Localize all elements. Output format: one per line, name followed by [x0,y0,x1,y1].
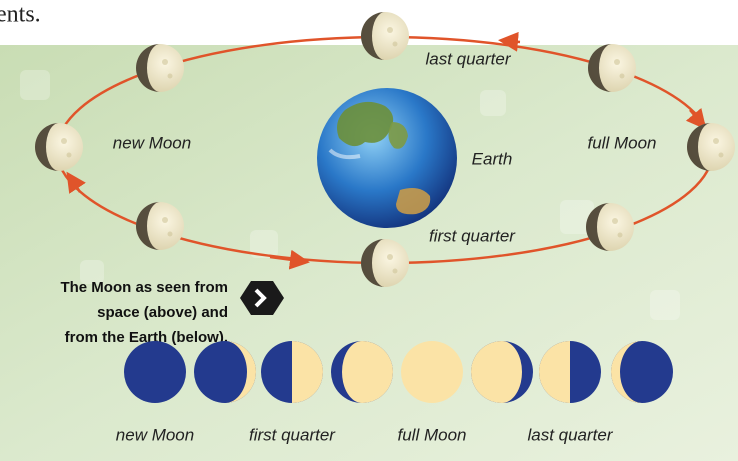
phase-label: first quarter [249,425,336,444]
caption-line: The Moon as seen from [60,279,228,296]
orbit-label: last quarter [425,49,511,68]
caption-line: space (above) and [97,304,228,321]
phase-label: full Moon [398,425,467,444]
text-fragment: ents. [0,2,41,28]
diagram: ents. last quarter new Moon Earth full M… [0,0,738,461]
phase-label: last quarter [527,425,613,444]
orbit-label: full Moon [588,133,657,152]
earth [317,88,457,228]
orbit-label: new Moon [113,133,191,152]
orbit-label: Earth [472,149,513,168]
orbit-label: first quarter [429,226,516,245]
phase-label: new Moon [116,425,194,444]
